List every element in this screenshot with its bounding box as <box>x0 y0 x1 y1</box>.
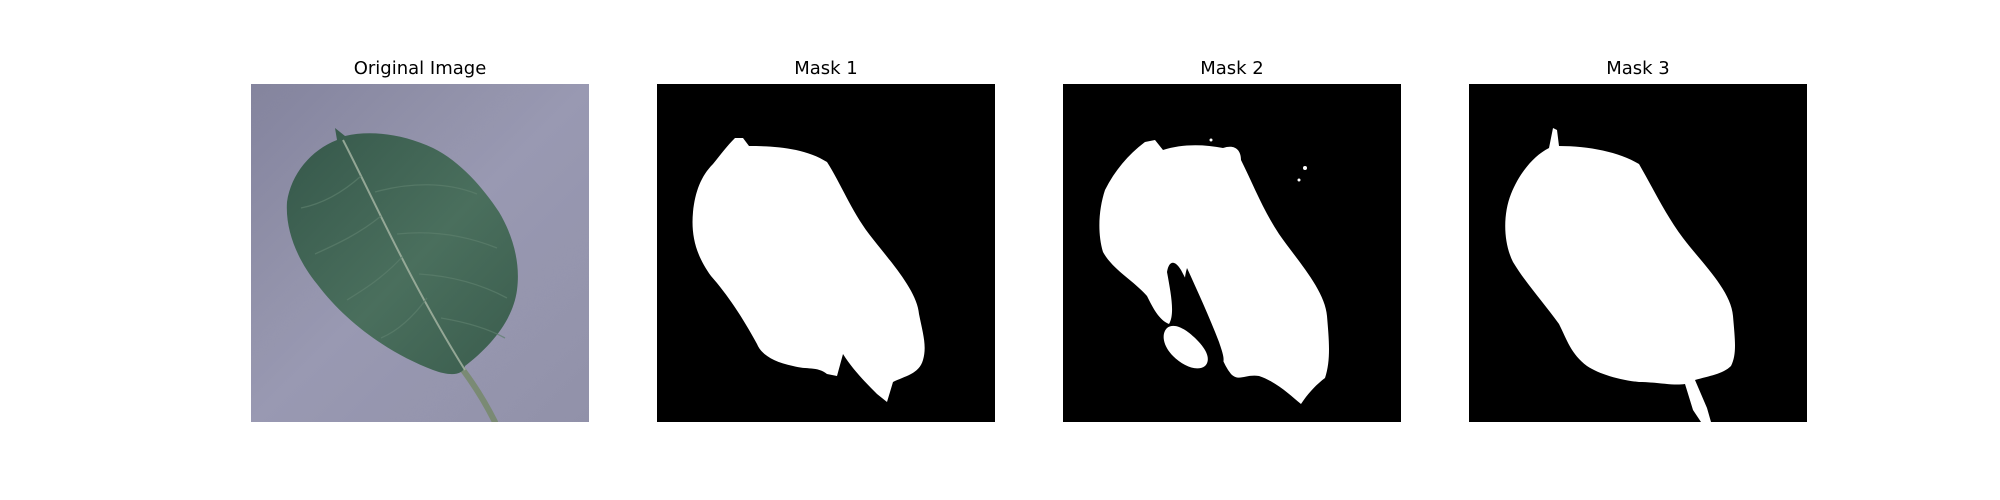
mask-3-panel <box>1469 84 1807 422</box>
leaf-photo <box>251 84 589 422</box>
mask-2-noise-dot <box>1303 166 1307 170</box>
mask-2-small-blob <box>1163 325 1208 369</box>
mask-1-region <box>692 138 925 402</box>
original-image-panel <box>251 84 589 422</box>
mask-2-main-region <box>1099 140 1329 404</box>
mask-2-image <box>1063 84 1401 422</box>
mask-1-image <box>657 84 995 422</box>
mask-2-inner-hole <box>1184 268 1224 366</box>
mask-1-title: Mask 1 <box>794 58 858 79</box>
mask-3-region <box>1505 128 1735 422</box>
leaf-stem <box>460 367 498 422</box>
mask-3-title: Mask 3 <box>1606 58 1670 79</box>
mask-2-title: Mask 2 <box>1200 58 1264 79</box>
mask-1-panel <box>657 84 995 422</box>
mask-3-image <box>1469 84 1807 422</box>
original-image-title: Original Image <box>353 58 487 79</box>
mask-2-panel <box>1063 84 1401 422</box>
